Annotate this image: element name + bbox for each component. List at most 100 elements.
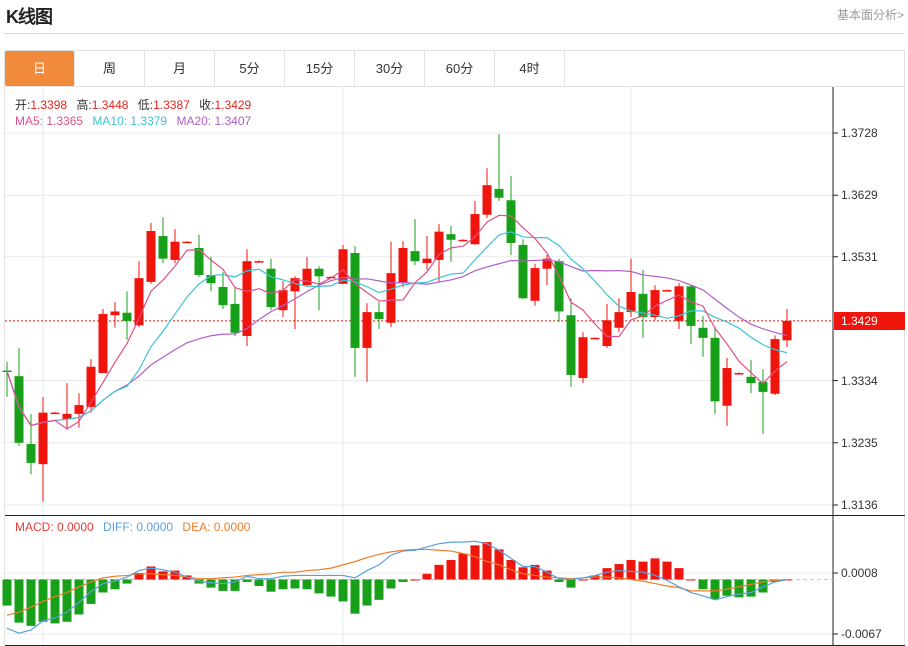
candle-body xyxy=(110,311,120,316)
candle-body xyxy=(662,290,672,292)
macd-bar xyxy=(446,559,456,580)
tab-month[interactable]: 月 xyxy=(145,51,215,86)
candle-body xyxy=(302,268,312,286)
tab-4hour[interactable]: 4时 xyxy=(495,51,565,86)
macd-bar xyxy=(710,579,720,600)
macd-bar xyxy=(470,545,480,580)
macd-bar xyxy=(146,566,156,580)
macd-bar xyxy=(614,564,624,580)
candle-body xyxy=(254,261,264,263)
macd-bar xyxy=(530,564,540,580)
macd-tick-label: 0.0008 xyxy=(841,566,878,580)
candle-body xyxy=(578,337,588,379)
candle-body xyxy=(422,258,432,264)
candle-body xyxy=(470,214,480,245)
candle-body xyxy=(626,291,636,313)
macd-bar xyxy=(230,579,240,591)
macd-bar xyxy=(422,573,432,580)
macd-bar xyxy=(38,579,48,622)
page-title: K线图 xyxy=(6,7,53,27)
current-price-label: 1.3429 xyxy=(834,311,905,330)
tab-15min[interactable]: 15分 xyxy=(285,51,355,86)
candle-body xyxy=(266,268,276,308)
candle-body xyxy=(398,247,408,284)
diff-value: DIFF: 0.0000 xyxy=(103,520,174,534)
candle-body xyxy=(122,312,132,321)
macd-bar xyxy=(62,579,72,622)
tab-week[interactable]: 周 xyxy=(75,51,145,86)
candle-body xyxy=(458,239,468,242)
macd-value: MACD: 0.0000 xyxy=(15,520,94,534)
candle-body xyxy=(638,293,648,318)
macd-tick-label: -0.0067 xyxy=(841,627,882,641)
candle-body xyxy=(98,313,108,374)
macd-bar xyxy=(134,573,144,580)
chart-frame xyxy=(4,86,905,646)
candle-body xyxy=(446,234,456,240)
period-tabs: 日 周 月 5分 15分 30分 60分 4时 xyxy=(4,50,905,86)
macd-bar xyxy=(410,579,420,581)
ma5-line xyxy=(6,214,788,430)
candle-body xyxy=(362,312,372,348)
macd-bar xyxy=(290,579,300,589)
candle-body xyxy=(674,286,684,321)
tab-day[interactable]: 日 xyxy=(5,51,75,86)
tab-30min[interactable]: 30分 xyxy=(355,51,425,86)
macd-bar xyxy=(578,579,588,581)
candle-body xyxy=(434,231,444,260)
macd-bar xyxy=(626,559,636,580)
macd-bar xyxy=(638,561,648,580)
candle-body xyxy=(746,376,756,384)
fundamental-analysis-link[interactable]: 基本面分析> xyxy=(836,8,904,22)
dea-line xyxy=(6,548,788,616)
macd-bar xyxy=(722,579,732,596)
tab-60min[interactable]: 60分 xyxy=(425,51,495,86)
macd-bar xyxy=(398,579,408,582)
candle-body xyxy=(338,249,348,284)
macd-bar xyxy=(242,579,252,582)
macd-bar xyxy=(278,579,288,590)
candle-body xyxy=(602,320,612,347)
ma10-line xyxy=(6,231,788,427)
macd-bar xyxy=(698,579,708,590)
candle-body xyxy=(758,381,768,392)
macd-bar xyxy=(338,579,348,602)
candle-body xyxy=(278,290,288,311)
candle-body xyxy=(530,268,540,301)
macd-bar xyxy=(554,579,564,582)
ma10-value: MA10: 1.3379 xyxy=(92,114,168,128)
candle-body xyxy=(386,273,396,323)
candle-body xyxy=(410,251,420,262)
macd-bar xyxy=(206,579,216,588)
candle-body xyxy=(782,320,792,341)
header-divider xyxy=(4,33,904,34)
tab-5min[interactable]: 5分 xyxy=(215,51,285,86)
close-value: 1.3429 xyxy=(214,98,252,112)
candle-body xyxy=(158,236,168,259)
candle-body xyxy=(542,258,552,269)
candle-body xyxy=(686,286,696,326)
price-tick-label: 1.3629 xyxy=(841,188,878,203)
macd-bar xyxy=(254,579,264,587)
candle-body xyxy=(242,261,252,336)
macd-bar xyxy=(122,579,132,584)
candle-body xyxy=(314,268,324,277)
candle-body xyxy=(494,188,504,198)
macd-bar xyxy=(758,579,768,593)
high-label: 高: xyxy=(76,98,92,112)
macd-bar xyxy=(218,579,228,591)
candle-body xyxy=(650,290,660,318)
close-label: 收: xyxy=(199,98,215,112)
candle-body xyxy=(770,339,780,394)
macd-bar xyxy=(158,571,168,580)
candle-body xyxy=(86,366,96,407)
price-tick-label: 1.3136 xyxy=(841,498,878,512)
candle-body xyxy=(194,247,204,276)
candle-body xyxy=(14,376,24,443)
macd-bar xyxy=(686,579,696,581)
candle-body xyxy=(374,312,384,319)
ma20-line xyxy=(6,259,788,427)
candle-body xyxy=(206,275,216,284)
ma-legend: MA5: 1.3365 MA10: 1.3379 MA20: 1.3407 xyxy=(15,114,257,128)
macd-bar xyxy=(458,553,468,580)
